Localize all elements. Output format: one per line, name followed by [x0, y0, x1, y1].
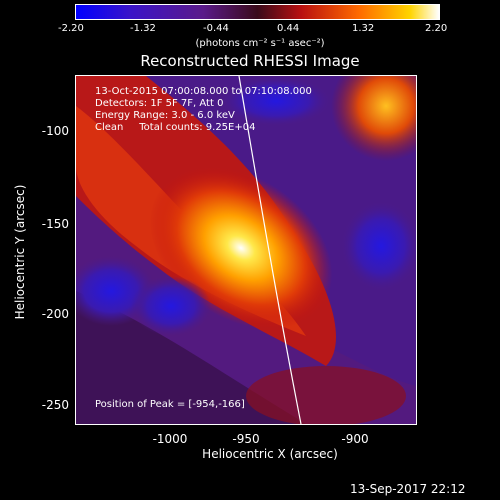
y-tick: -150: [41, 217, 69, 231]
colorbar: [75, 4, 440, 20]
colorbar-tick: -2.20: [58, 23, 84, 34]
x-axis-title: Heliocentric X (arcsec): [202, 447, 338, 461]
colorbar-unit: (photons cm⁻² s⁻¹ asec⁻²): [195, 38, 325, 49]
info-line: Detectors: 1F 5F 7F, Att 0: [95, 98, 224, 109]
colorbar-tick: 0.44: [277, 23, 300, 34]
info-line: Energy Range: 3.0 - 6.0 keV: [95, 110, 235, 121]
x-tick: -900: [341, 432, 369, 446]
info-line: 13-Oct-2015 07:00:08.000 to 07:10:08.000: [95, 86, 312, 97]
peak-position: Position of Peak = [-954,-166]: [95, 399, 245, 410]
rhessi-image: 13-Oct-2015 07:00:08.000 to 07:10:08.000…: [75, 75, 417, 425]
colorbar-tick: -0.44: [203, 23, 229, 34]
image-title: Reconstructed RHESSI Image: [140, 52, 360, 70]
info-line: Clean Total counts: 9.25E+04: [95, 122, 256, 133]
y-tick: -200: [41, 307, 69, 321]
x-tick: -950: [232, 432, 260, 446]
y-tick: -100: [41, 124, 69, 138]
timestamp: 13-Sep-2017 22:12: [350, 482, 466, 496]
y-axis-title: Heliocentric Y (arcsec): [13, 184, 27, 320]
y-tick: -250: [41, 398, 69, 412]
colorbar-tick: -1.32: [130, 23, 156, 34]
colorbar-tick: 1.32: [352, 23, 375, 34]
x-tick: -1000: [152, 432, 188, 446]
colorbar-tick: 2.20: [425, 23, 448, 34]
